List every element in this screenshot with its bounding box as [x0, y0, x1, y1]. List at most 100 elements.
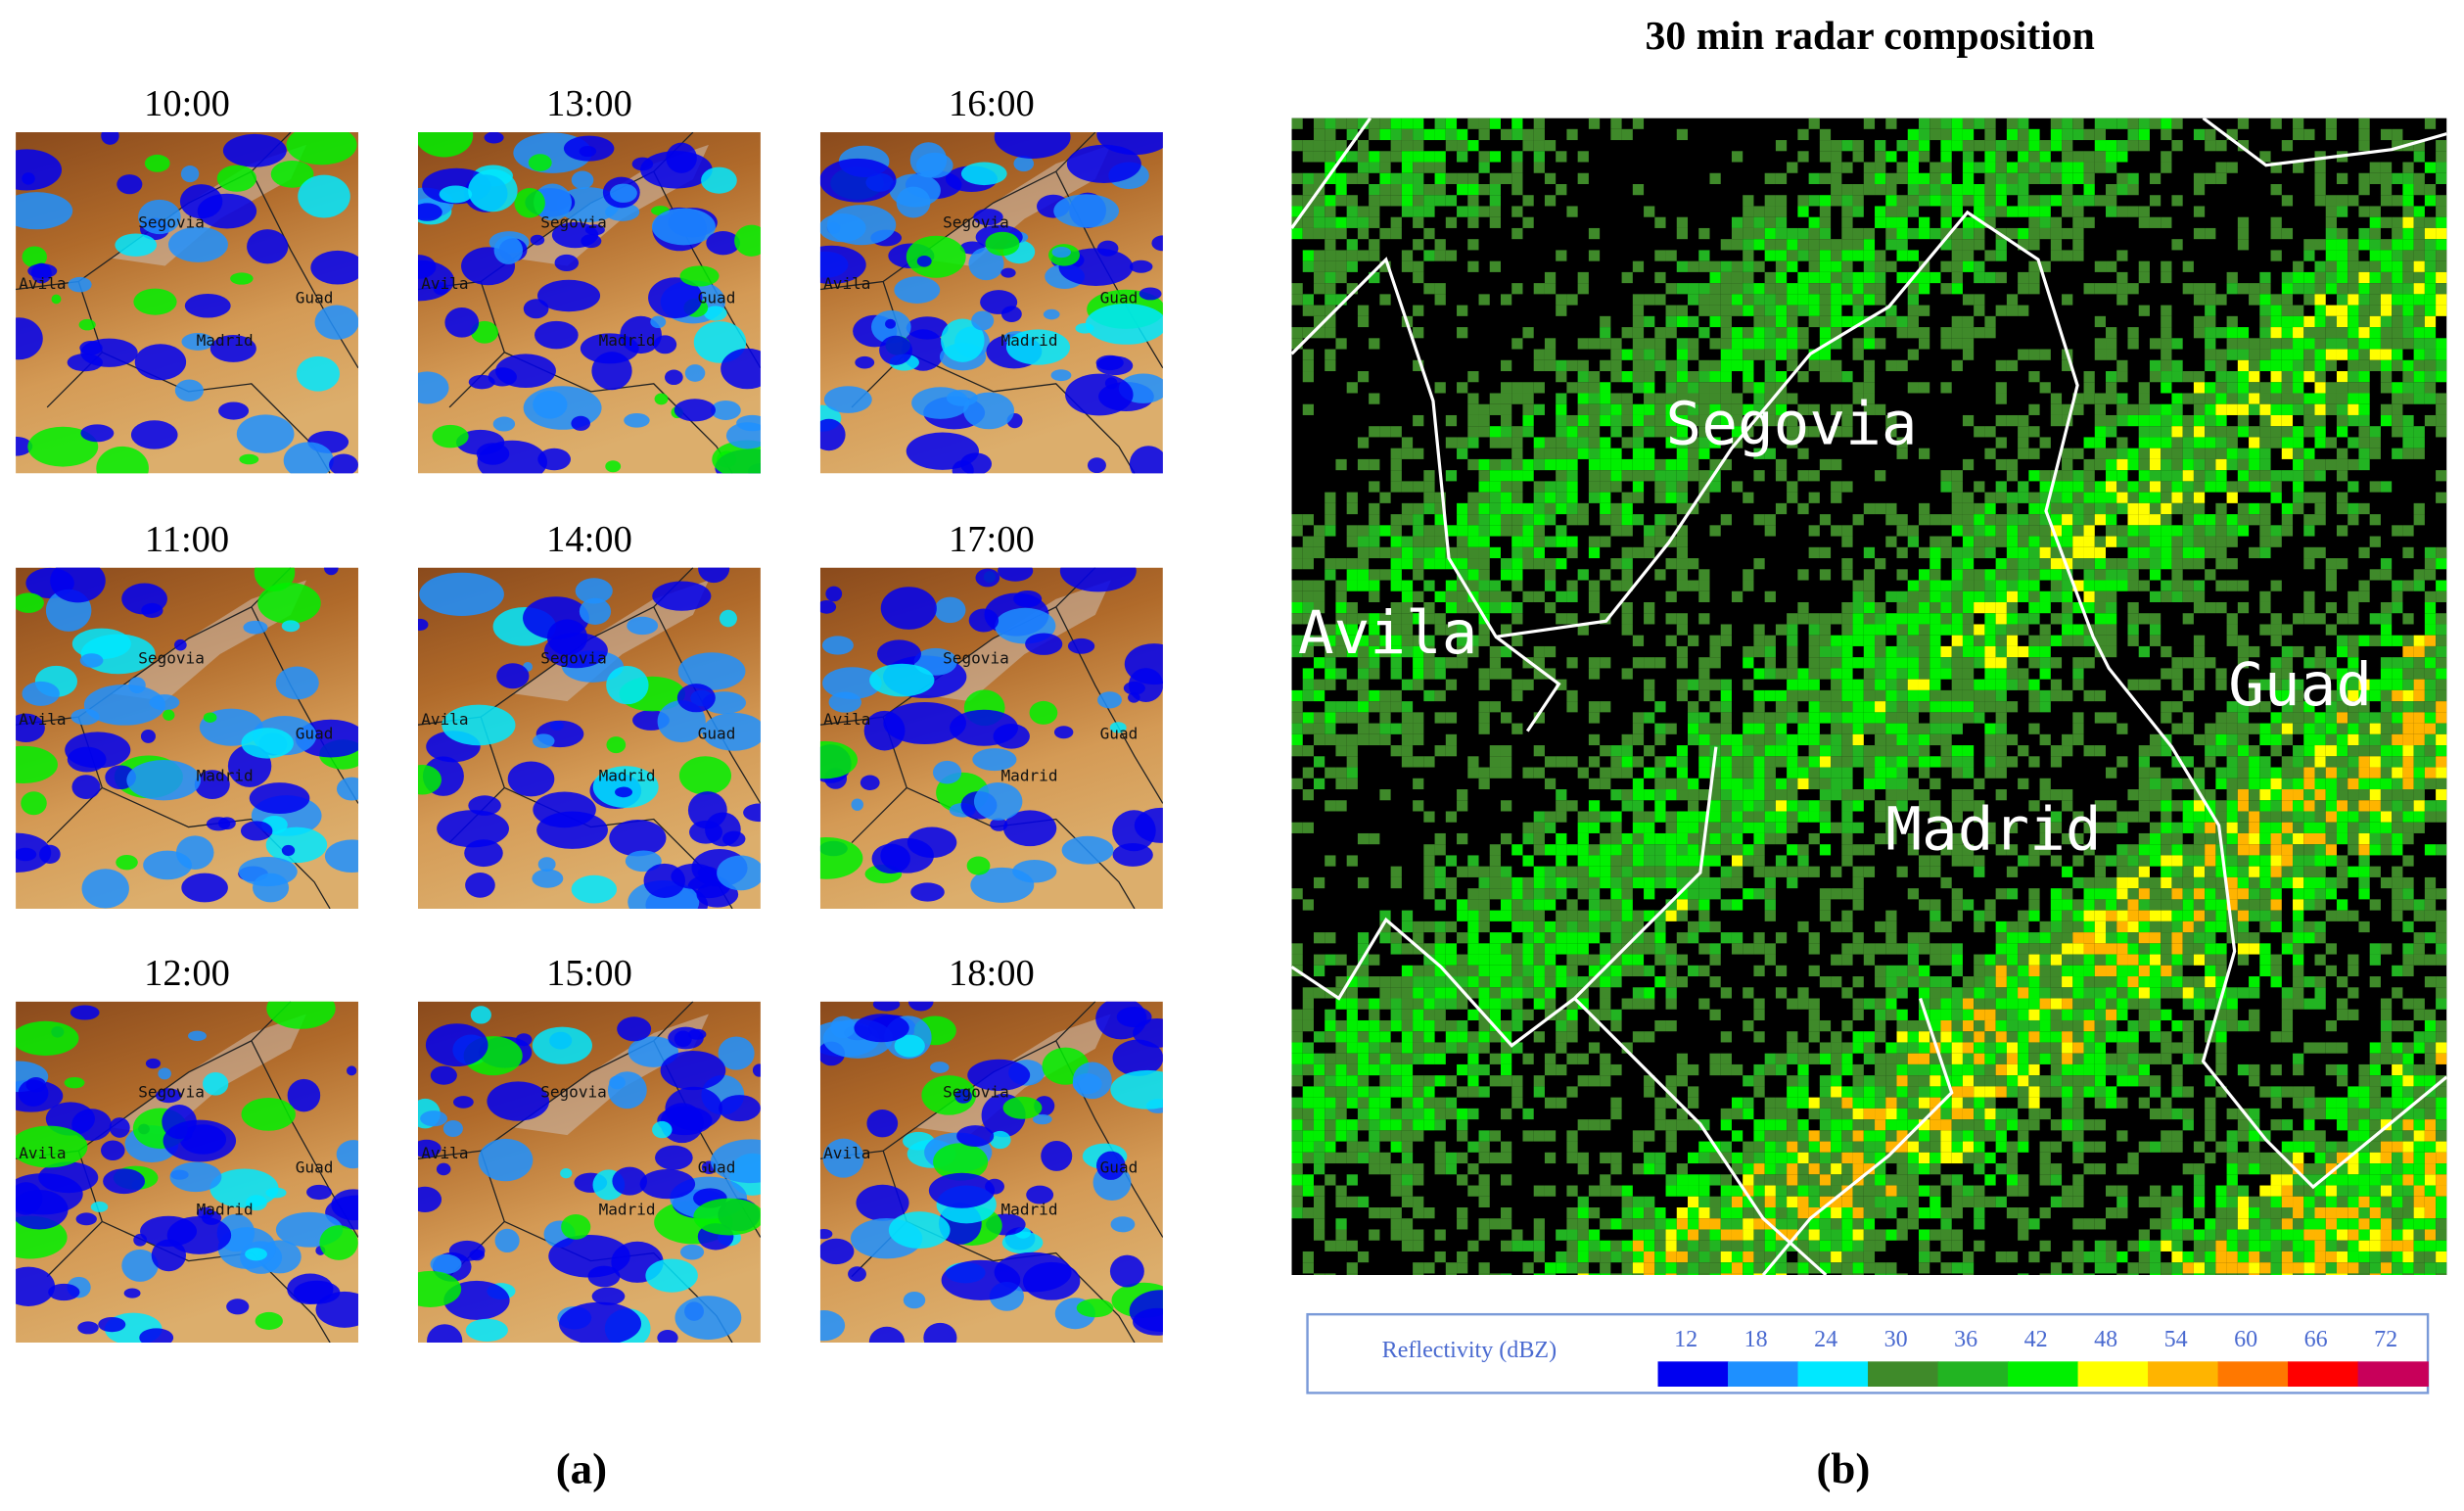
- radar-echo: [1500, 514, 1512, 526]
- radar-echo: [2138, 679, 2150, 690]
- radar-echo: [2436, 359, 2447, 372]
- radar-echo: [2006, 645, 2019, 658]
- radar-echo: [2116, 811, 2128, 823]
- radar-echo: [2226, 403, 2238, 415]
- radar-echo: [1346, 151, 1358, 163]
- radar-echo: [2436, 712, 2447, 724]
- radar-echo: [2402, 679, 2414, 690]
- radar-echo: [1819, 767, 1832, 779]
- radar-echo: [464, 839, 503, 868]
- radar-echo: [1940, 140, 1952, 152]
- radar-echo: [1665, 437, 1677, 449]
- radar-echo: [1764, 800, 1776, 812]
- radar-echo: [1775, 832, 1788, 845]
- radar-echo: [1291, 635, 1303, 646]
- radar-echo: [2392, 216, 2403, 228]
- radar-echo: [1413, 679, 1424, 690]
- radar-echo: [1533, 525, 1545, 537]
- radar-echo: [1632, 315, 1645, 328]
- radar-echo: [1896, 789, 1908, 801]
- radar-echo: [1688, 701, 1699, 713]
- radar-echo: [2314, 283, 2326, 295]
- radar-echo: [1369, 239, 1380, 251]
- radar-echo: [1984, 701, 1996, 713]
- radar-echo: [2083, 569, 2095, 581]
- radar-echo: [2106, 767, 2117, 779]
- radar-echo: [2006, 701, 2019, 713]
- radar-echo: [2259, 426, 2271, 438]
- radar-echo: [80, 424, 115, 443]
- radar-echo: [2116, 294, 2128, 306]
- radar-echo: [1885, 118, 1897, 129]
- radar-echo: [2050, 811, 2063, 823]
- radar-echo: [2171, 899, 2183, 911]
- radar-echo: [1632, 723, 1645, 734]
- radar-echo: [2314, 778, 2326, 790]
- radar-echo: [2436, 668, 2447, 680]
- radar-echo: [1918, 701, 1930, 713]
- radar-echo: [1654, 844, 1666, 856]
- radar-echo: [1291, 118, 1303, 129]
- radar-echo: [2106, 514, 2117, 526]
- radar-echo: [1325, 260, 1336, 272]
- radar-echo: [1841, 260, 1853, 272]
- radar-echo: [2358, 140, 2370, 152]
- radar-echo: [1951, 260, 1963, 272]
- radar-echo: [1808, 470, 1820, 482]
- radar-echo: [2314, 414, 2326, 427]
- city-label: Segovia: [943, 648, 1009, 667]
- radar-echo: [1896, 756, 1908, 768]
- radar-echo: [1720, 514, 1732, 526]
- radar-echo: [1896, 733, 1908, 746]
- radar-echo: [2424, 657, 2437, 669]
- radar-echo: [1831, 668, 1842, 680]
- radar-echo: [2205, 327, 2216, 339]
- radar-echo: [1852, 283, 1864, 295]
- radar-echo: [2149, 876, 2162, 889]
- radar-echo: [1644, 866, 1655, 877]
- radar-echo: [1665, 590, 1677, 602]
- radar-echo: [1688, 448, 1699, 459]
- radar-echo: [138, 199, 181, 235]
- radar-echo: [188, 1030, 207, 1042]
- radar-echo: [2259, 601, 2271, 614]
- radar-echo: [16, 847, 37, 862]
- radar-echo: [2270, 767, 2282, 779]
- radar-echo: [1621, 128, 1633, 141]
- radar-echo: [1467, 536, 1479, 547]
- radar-echo: [2028, 216, 2040, 228]
- radar-echo: [1709, 414, 1721, 427]
- radar-echo: [1544, 645, 1557, 658]
- radar-echo: [1974, 183, 1985, 196]
- radar-echo: [1698, 888, 1710, 900]
- radar-echo: [1841, 315, 1853, 328]
- radar-echo: [1918, 767, 1930, 779]
- radar-echo: [2358, 679, 2370, 690]
- radar-echo: [2281, 349, 2294, 360]
- city-label: Guad: [698, 1157, 736, 1176]
- radar-echo: [1632, 712, 1645, 724]
- radar-echo: [2413, 745, 2425, 757]
- radar-echo: [2348, 359, 2359, 372]
- radar-echo: [1974, 525, 1985, 537]
- radar-echo: [617, 1016, 652, 1042]
- radar-echo: [1346, 283, 1358, 295]
- radar-echo: [1863, 590, 1876, 602]
- radar-echo: [1379, 613, 1391, 625]
- radar-echo: [561, 1213, 591, 1240]
- radar-echo: [1831, 712, 1842, 724]
- radar-echo: [1731, 745, 1743, 757]
- radar-echo: [1302, 140, 1314, 152]
- radar-echo: [546, 619, 588, 656]
- radar-echo: [1654, 359, 1666, 372]
- radar-echo: [2127, 414, 2139, 427]
- radar-echo: [2205, 811, 2216, 823]
- radar-echo: [1676, 844, 1689, 856]
- radar-echo: [2380, 294, 2393, 306]
- radar-echo: [1478, 921, 1490, 933]
- radar-echo: [1797, 371, 1809, 383]
- radar-echo: [1413, 481, 1424, 493]
- radar-echo: [1896, 271, 1908, 284]
- radar-echo: [1357, 536, 1370, 547]
- radar-echo: [1831, 305, 1842, 316]
